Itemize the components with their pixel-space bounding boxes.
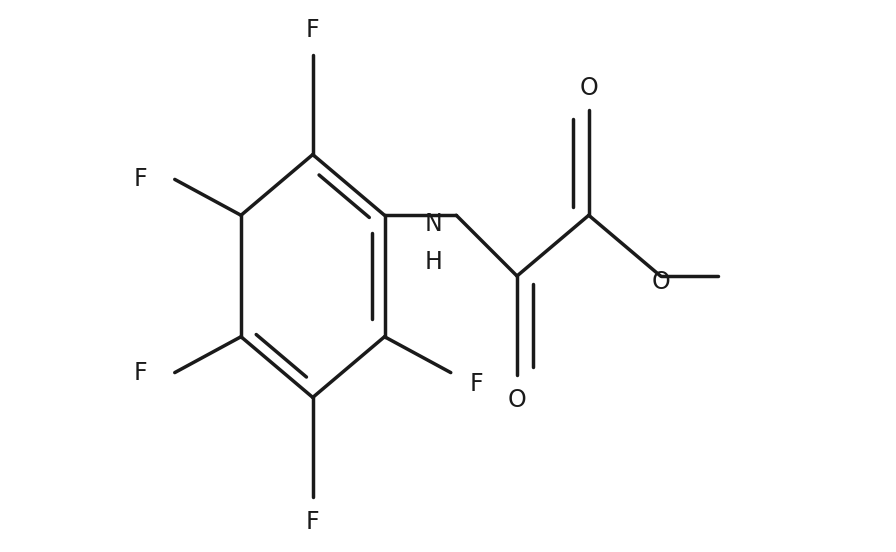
Text: F: F — [470, 371, 484, 396]
Text: O: O — [651, 269, 670, 294]
Text: F: F — [134, 167, 147, 192]
Text: F: F — [306, 18, 320, 43]
Text: N: N — [425, 211, 443, 236]
Text: O: O — [580, 76, 599, 100]
Text: O: O — [508, 388, 526, 412]
Text: H: H — [425, 250, 443, 274]
Text: F: F — [134, 360, 147, 385]
Text: F: F — [306, 509, 320, 534]
